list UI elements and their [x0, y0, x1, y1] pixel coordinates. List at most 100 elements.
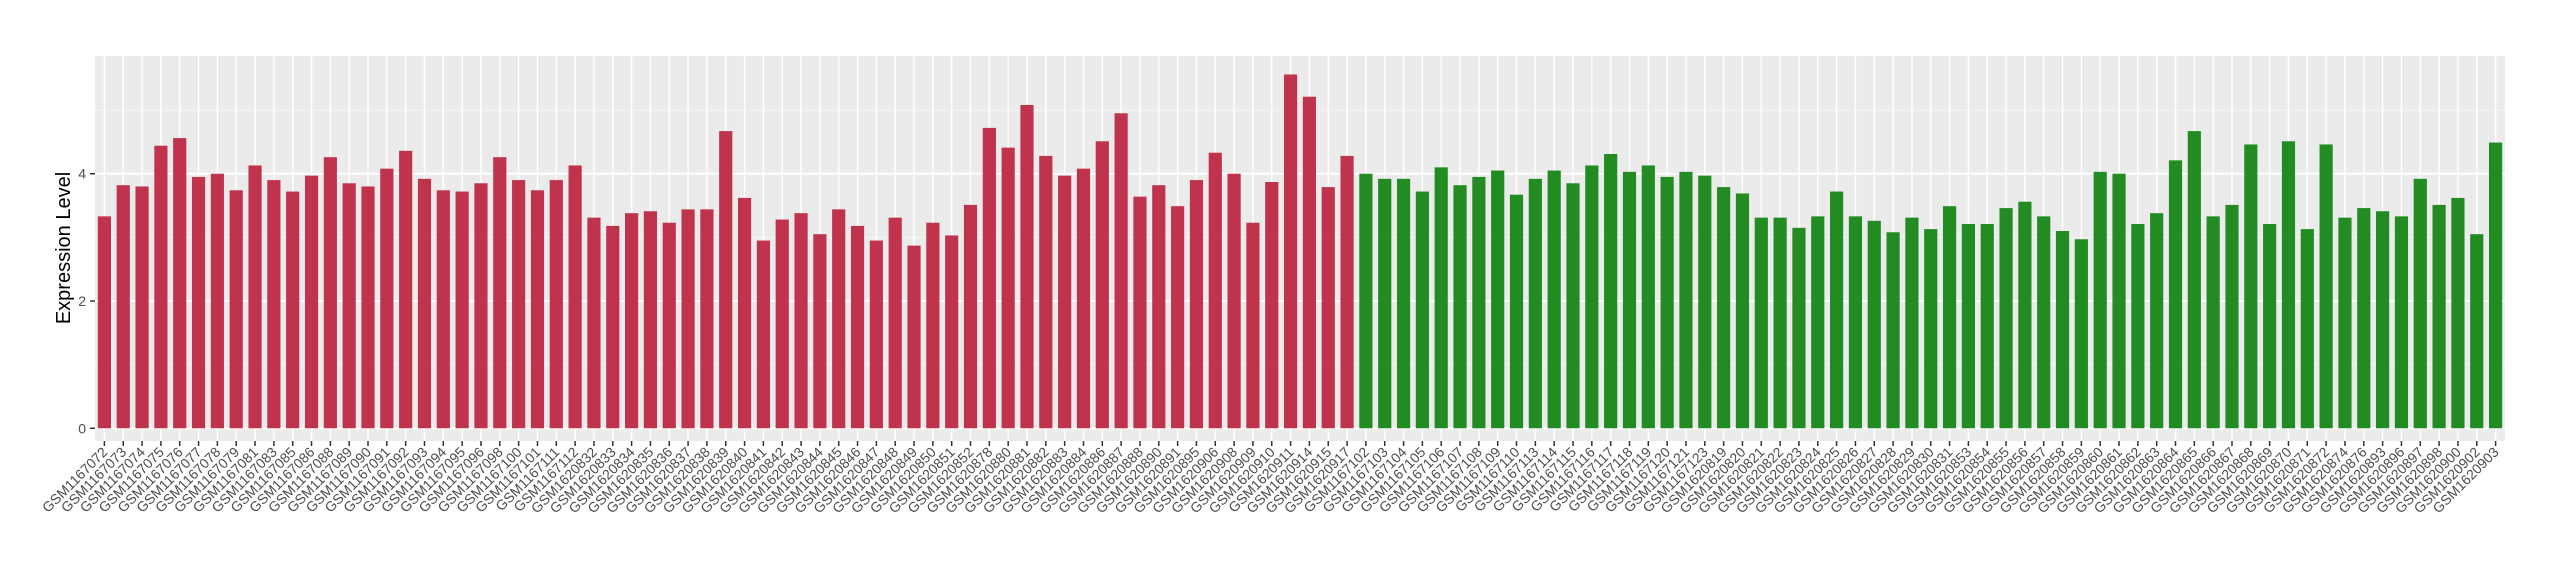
bar	[2470, 234, 2484, 429]
bar	[135, 186, 149, 429]
bar	[1001, 147, 1015, 429]
bar	[1359, 173, 1373, 429]
bar	[1039, 155, 1053, 429]
bar	[775, 219, 789, 429]
bar	[2432, 204, 2446, 429]
y-tick-label: 4	[78, 166, 86, 182]
bar	[2225, 204, 2239, 429]
bar	[1246, 222, 1260, 429]
bar	[304, 175, 319, 429]
bar	[1698, 175, 1712, 429]
bar	[116, 185, 130, 429]
bar	[794, 213, 808, 429]
y-tick-label: 2	[78, 293, 86, 309]
bar	[963, 204, 978, 429]
bar	[681, 209, 695, 429]
bar	[2413, 178, 2427, 429]
bar	[2488, 142, 2503, 429]
bar	[342, 183, 356, 429]
bar	[1114, 113, 1128, 429]
bar	[1058, 175, 1072, 429]
y-axis-title: Expression Level	[53, 172, 75, 324]
bar	[1604, 154, 1618, 429]
bar	[700, 209, 714, 429]
bar	[1265, 182, 1279, 429]
bar	[2357, 208, 2371, 429]
bar	[625, 213, 639, 429]
bar	[1961, 224, 1975, 429]
bar	[587, 217, 601, 429]
bar	[1585, 165, 1599, 429]
bar	[361, 186, 375, 429]
bar	[1942, 206, 1957, 429]
bar	[737, 197, 752, 429]
bar	[926, 222, 940, 429]
bar	[1830, 191, 1844, 429]
bar	[1453, 185, 1467, 429]
bar	[549, 180, 563, 429]
bar	[850, 225, 865, 429]
bar	[1208, 152, 1222, 429]
bar	[286, 191, 300, 429]
bar	[248, 165, 262, 429]
bar	[1754, 217, 1768, 429]
bar	[2074, 239, 2088, 429]
bar	[1189, 180, 1204, 429]
bar	[1396, 178, 1411, 429]
bar	[662, 222, 676, 429]
bar	[1811, 216, 1825, 429]
bar	[1227, 173, 1241, 429]
bar	[1076, 168, 1091, 429]
bar	[1378, 178, 1392, 429]
bar	[530, 190, 545, 429]
bar	[399, 150, 413, 429]
bar	[436, 190, 450, 429]
bar	[606, 225, 620, 429]
bar	[2055, 231, 2070, 429]
bar	[2206, 216, 2220, 429]
bar	[1321, 187, 1335, 429]
bar	[323, 157, 337, 429]
bar	[1472, 176, 1486, 429]
bar	[1171, 206, 1185, 429]
bar	[2451, 197, 2465, 429]
bar	[2394, 216, 2409, 429]
bar	[982, 127, 996, 429]
bar	[945, 235, 959, 429]
bar	[191, 176, 206, 429]
bar	[1152, 185, 1166, 429]
bar	[1999, 208, 2013, 429]
bar	[2338, 217, 2352, 429]
y-tick-label: 0	[78, 420, 86, 436]
bar	[210, 173, 224, 429]
bar	[1905, 217, 1919, 429]
bar	[1717, 187, 1731, 429]
bar	[1133, 196, 1147, 429]
bar	[888, 217, 902, 429]
bar	[154, 145, 168, 429]
bar	[2263, 224, 2277, 429]
bar	[229, 190, 243, 429]
bar	[1924, 229, 1938, 429]
bar	[2150, 213, 2164, 429]
bar	[417, 178, 432, 429]
bar	[813, 234, 827, 429]
bar	[1020, 105, 1034, 429]
bar	[1679, 171, 1693, 429]
bar	[1886, 232, 1900, 429]
bar	[2376, 211, 2390, 429]
bar	[1509, 194, 1524, 429]
bar	[1434, 167, 1448, 429]
bar	[1302, 96, 1317, 429]
bar	[2018, 201, 2032, 429]
bar	[1547, 170, 1561, 429]
bar	[1528, 178, 1542, 429]
bar	[1566, 183, 1580, 429]
bar	[1848, 216, 1863, 429]
bar	[2168, 160, 2183, 429]
bar	[756, 240, 770, 429]
bar	[474, 183, 488, 429]
bar	[267, 180, 281, 429]
